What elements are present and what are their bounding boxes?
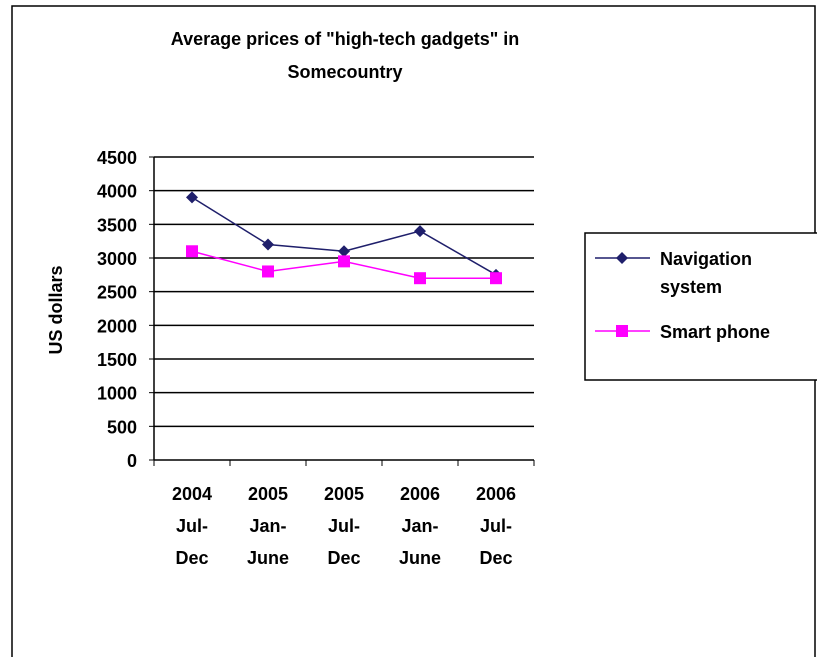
point [186,191,198,204]
x-tick-label: 2005 Jan-June [247,484,289,568]
x-tick-label: 2006 Jan-June [399,484,441,568]
chart-title: Average prices of "high-tech gadgets" in… [171,29,519,82]
x-tick-label: 2005 Jul-Dec [324,484,364,568]
x-tick-label: 2004 Jul-Dec [172,484,212,568]
y-tick-label: 0 [127,451,137,471]
y-axis-title: US dollars [46,265,66,354]
point [186,245,198,258]
y-tick-label: 1000 [97,384,137,404]
point [338,245,350,258]
x-tick-label: 2006 Jul-Dec [476,484,516,568]
point [338,255,350,268]
y-tick-label: 1500 [97,350,137,370]
legend-box [584,232,817,381]
point [490,272,502,285]
y-tick-label: 4000 [97,182,137,202]
legend-label: Smart phone [660,322,770,342]
y-tick-label: 2000 [97,316,137,336]
point [414,272,426,285]
y-tick-label: 4500 [97,148,137,168]
y-tick-label: 3000 [97,249,137,269]
legend-label: Navigation system [660,249,752,297]
y-tick-label: 3500 [97,215,137,235]
legend-marker [616,325,628,337]
y-tick-label: 2500 [97,283,137,303]
legend-marker [616,252,628,264]
point [262,265,274,278]
point [414,225,426,238]
y-tick-label: 500 [107,417,137,437]
point [262,238,274,251]
